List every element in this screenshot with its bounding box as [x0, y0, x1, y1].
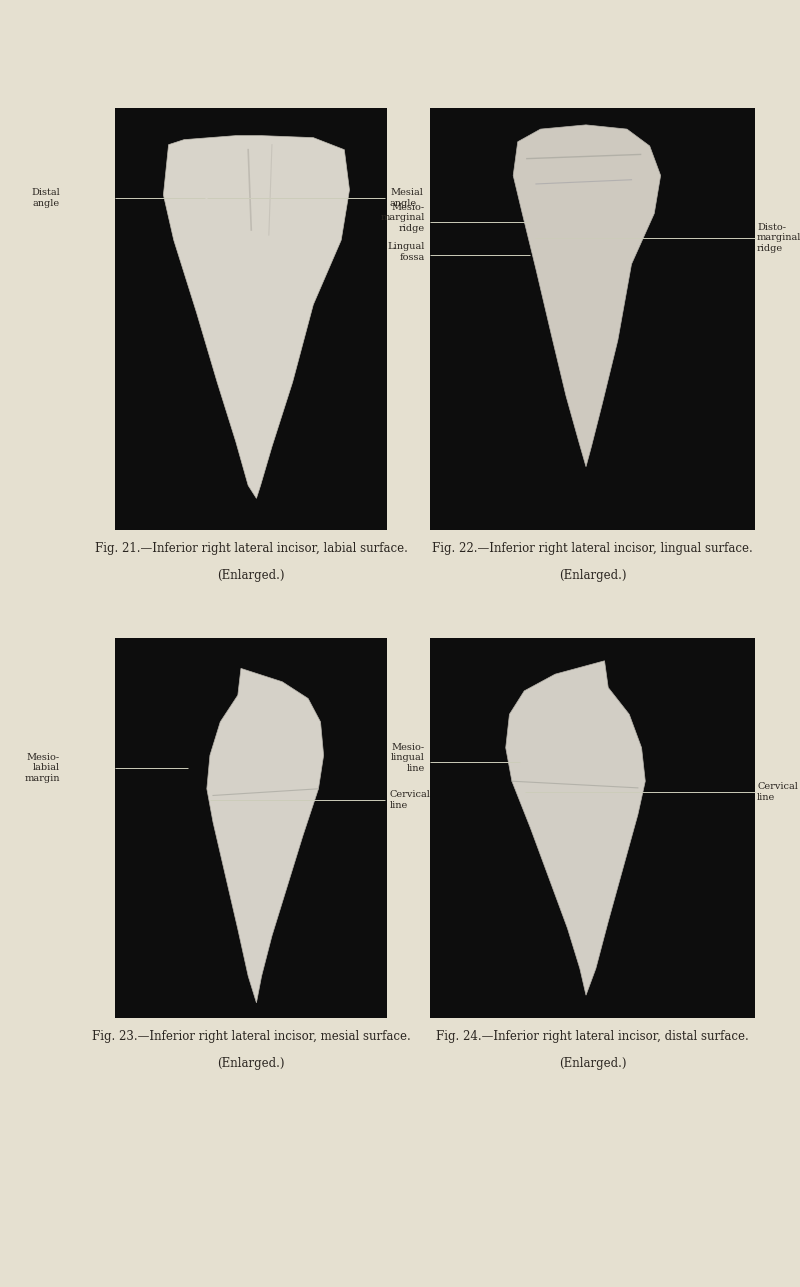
- Text: (Enlarged.): (Enlarged.): [218, 569, 285, 582]
- Text: Mesial
angle: Mesial angle: [390, 188, 423, 207]
- Polygon shape: [514, 125, 661, 467]
- Bar: [115, 638, 387, 1018]
- Text: Cervical
line: Cervical line: [757, 782, 798, 802]
- Text: Mesio-
marginal
ridge: Mesio- marginal ridge: [381, 203, 425, 233]
- Polygon shape: [506, 660, 646, 995]
- Text: Disto-
marginal
ridge: Disto- marginal ridge: [757, 223, 800, 254]
- Text: Lingual
fossa: Lingual fossa: [388, 242, 425, 261]
- Text: Fig. 24.—Inferior right lateral incisor, distal surface.: Fig. 24.—Inferior right lateral incisor,…: [436, 1030, 749, 1042]
- Text: Fig. 22.—Inferior right lateral incisor, lingual surface.: Fig. 22.—Inferior right lateral incisor,…: [432, 542, 753, 555]
- Text: Mesio-
labial
margin: Mesio- labial margin: [25, 753, 60, 782]
- Text: (Enlarged.): (Enlarged.): [218, 1057, 285, 1069]
- Text: Fig. 23.—Inferior right lateral incisor, mesial surface.: Fig. 23.—Inferior right lateral incisor,…: [92, 1030, 410, 1042]
- Text: (Enlarged.): (Enlarged.): [558, 569, 626, 582]
- Text: Fig. 21.—Inferior right lateral incisor, labial surface.: Fig. 21.—Inferior right lateral incisor,…: [94, 542, 407, 555]
- Text: Mesio-
lingual
line: Mesio- lingual line: [391, 743, 425, 773]
- Polygon shape: [163, 135, 350, 498]
- Polygon shape: [207, 668, 324, 1003]
- Bar: [430, 108, 755, 530]
- Text: Distal
angle: Distal angle: [31, 188, 60, 207]
- Text: Cervical
line: Cervical line: [390, 790, 431, 810]
- Text: (Enlarged.): (Enlarged.): [558, 1057, 626, 1069]
- Bar: [115, 108, 387, 530]
- Bar: [430, 638, 755, 1018]
